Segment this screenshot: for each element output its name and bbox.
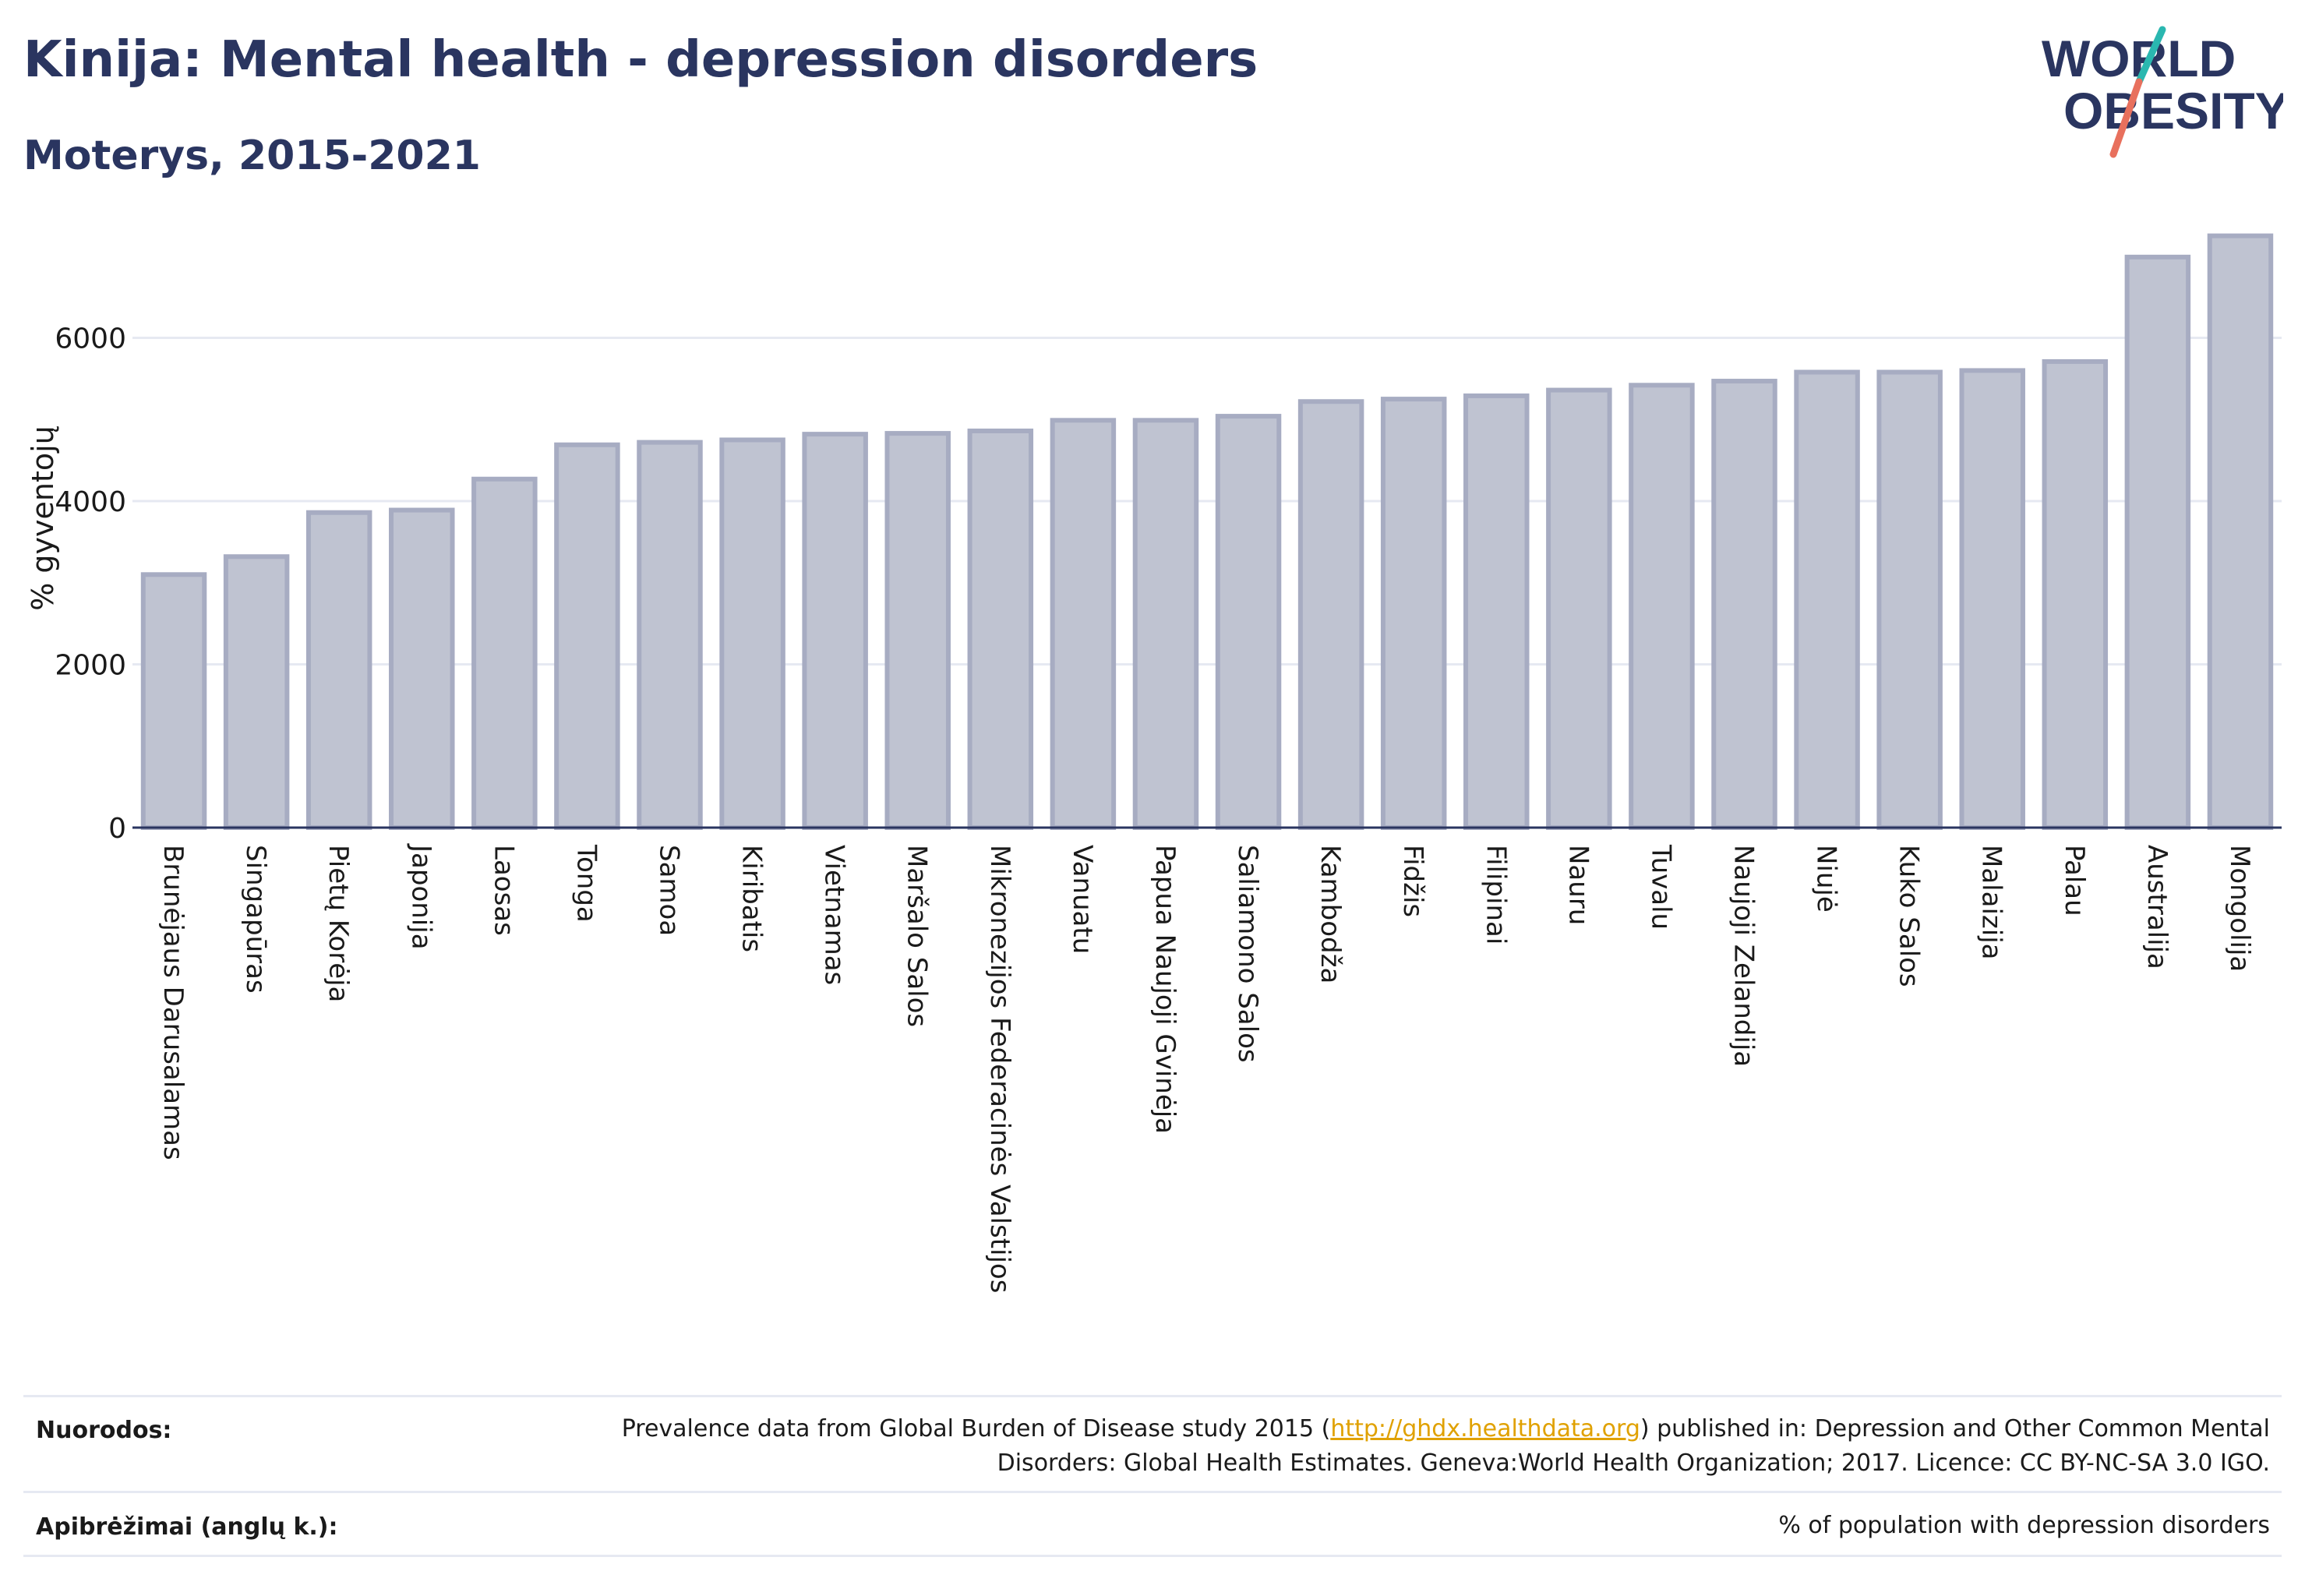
x-tick-label: Australija	[2141, 845, 2173, 969]
bar[interactable]	[637, 440, 703, 830]
x-tick-label: Japonija	[405, 843, 436, 950]
x-tick-label: Papua Naujoji Gvinėja	[1149, 845, 1181, 1134]
x-tick-label: Mikronezijos Federacinės Valstijos	[984, 845, 1015, 1293]
x-tick-label: Filipinai	[1480, 845, 1511, 945]
bars	[140, 233, 2274, 831]
x-tick-label: Nauru	[1562, 845, 1594, 925]
bar[interactable]	[305, 510, 372, 830]
bar[interactable]	[1959, 368, 2025, 830]
bar[interactable]	[967, 428, 1034, 830]
x-tick-label: Malaizija	[1976, 845, 2007, 959]
logo-slash-coral	[2109, 78, 2143, 158]
bar[interactable]	[1629, 383, 1695, 830]
bar[interactable]	[2207, 233, 2274, 831]
bar[interactable]	[1794, 369, 1860, 830]
x-tick-label: Saliamono Salos	[1232, 845, 1263, 1063]
definitions-label: Apibrėžimai (anglų k.):	[36, 1513, 338, 1541]
bar[interactable]	[1876, 369, 1943, 830]
x-tick-label: Palau	[2059, 845, 2090, 916]
bar[interactable]	[1215, 414, 1282, 830]
bar[interactable]	[802, 432, 868, 831]
world-obesity-logo: WORLD OBESITY	[2042, 26, 2283, 158]
bar[interactable]	[471, 476, 538, 830]
bar[interactable]	[1463, 393, 1530, 830]
x-tick-label: Kiribatis	[736, 845, 768, 952]
gridlines	[132, 337, 2282, 666]
bar[interactable]	[2042, 358, 2109, 830]
bar[interactable]	[1380, 397, 1447, 830]
x-tick-label: Niujė	[1811, 845, 1842, 913]
definitions-text: % of population with depression disorder…	[1778, 1512, 2270, 1539]
x-tick-label: Tonga	[570, 844, 602, 923]
x-tick-label: Maršalo Salos	[902, 845, 933, 1027]
x-tick-label: Brunėjaus Darusalamas	[157, 845, 189, 1160]
bar[interactable]	[223, 554, 290, 830]
sources-label: Nuorodos:	[36, 1417, 172, 1444]
x-tick-label: Vanuatu	[1067, 845, 1098, 954]
bar[interactable]	[719, 437, 785, 830]
chart-title: Kinija: Mental health - depression disor…	[23, 31, 1258, 89]
y-tick-label: 2000	[55, 650, 126, 682]
logo-slash-teal	[2135, 26, 2166, 86]
footer-divider-mid	[23, 1491, 2282, 1493]
y-axis-label: % gyventojų	[26, 425, 60, 611]
bar[interactable]	[1297, 399, 1364, 830]
bar[interactable]	[1711, 379, 1777, 830]
bar[interactable]	[1132, 418, 1199, 830]
bar[interactable]	[884, 431, 951, 830]
sources-text-post: ) published in: Depression and Other Com…	[997, 1415, 2270, 1477]
x-tick-label: Kambodža	[1315, 845, 1346, 983]
x-tick-label: Singapūras	[240, 845, 271, 994]
bar-chart: 0 2000 4000 6000 Brunėjaus Darusalamas Singa…	[26, 233, 2282, 1293]
bar[interactable]	[1050, 418, 1117, 830]
footer-divider-top	[23, 1395, 2282, 1397]
bar[interactable]	[2124, 254, 2191, 831]
bar[interactable]	[140, 572, 207, 830]
y-tick-label: 0	[108, 813, 126, 845]
x-tick-label: Pietų Korėja	[323, 845, 354, 1002]
x-tick-label: Tuvalu	[1645, 844, 1676, 930]
sources-link[interactable]: http://ghdx.healthdata.org	[1330, 1415, 1640, 1442]
x-tick-label: Laosas	[488, 845, 519, 936]
x-tick-label: Samoa	[654, 845, 685, 936]
y-tick-label: 6000	[55, 323, 126, 355]
bar[interactable]	[1546, 387, 1612, 831]
bar[interactable]	[389, 507, 455, 830]
footer-divider-bottom	[23, 1555, 2282, 1557]
chart-subtitle: Moterys, 2015-2021	[23, 132, 481, 179]
x-tick-label: Kuko Salos	[1894, 845, 1925, 987]
sources-text-pre: Prevalence data from Global Burden of Di…	[621, 1415, 1331, 1442]
x-tick-label: Mongolija	[2224, 845, 2255, 972]
y-tick-labels: 0 2000 4000 6000	[55, 323, 126, 845]
x-tick-labels: Brunėjaus Darusalamas Singapūras Pietų Kor…	[157, 843, 2255, 1293]
x-tick-label: Fidžis	[1397, 845, 1428, 917]
x-tick-label: Vietnamas	[819, 845, 850, 985]
y-tick-label: 4000	[55, 486, 126, 518]
sources-text: Prevalence data from Global Burden of Di…	[556, 1412, 2270, 1481]
x-tick-label: Naujoji Zelandija	[1728, 845, 1760, 1067]
bar[interactable]	[554, 442, 620, 830]
logo-word-obesity: OBESITY	[2063, 82, 2283, 139]
